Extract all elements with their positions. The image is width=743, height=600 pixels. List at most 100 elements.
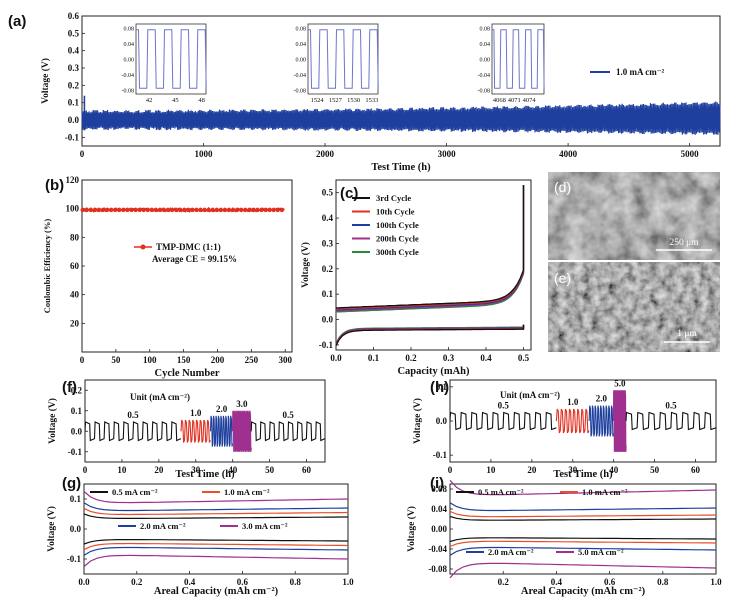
data-point (190, 207, 195, 213)
panel-label: (e) (554, 270, 571, 286)
data-point (165, 207, 171, 213)
y-axis-label: Voltage (V) (47, 398, 58, 444)
x-tick-label: 0 (80, 355, 85, 365)
inset-y-label: -0.04 (294, 73, 307, 79)
data-point (88, 207, 94, 213)
segment-rate-label: 1.0 (190, 408, 202, 418)
y-tick-label: 0.1 (322, 289, 334, 299)
scale-bar-label: 1 μm (677, 329, 697, 339)
series-line (555, 408, 590, 434)
legend-label: 1.0 mA cm⁻² (616, 67, 664, 77)
data-point (259, 207, 264, 213)
data-point (263, 207, 268, 213)
x-axis-label: Areal Capacity (mAh cm⁻²) (154, 586, 279, 597)
inset-y-label: 0.08 (124, 26, 135, 32)
y-tick-label: 0.5 (68, 28, 80, 38)
data-point (279, 207, 285, 213)
panel-label: (b) (45, 177, 64, 194)
x-tick-label: 50 (265, 465, 275, 475)
series-line (250, 421, 326, 442)
x-tick-label: 3000 (438, 149, 457, 159)
x-tick-label: 0.6 (237, 577, 249, 587)
y-axis-label: Voltage (V) (300, 242, 311, 288)
x-tick-label: 40 (609, 465, 619, 475)
data-point (198, 207, 203, 213)
legend-label: TMP-DMC (1:1) (156, 242, 221, 252)
data-point (100, 207, 106, 213)
unit-label: Unit (mA cm⁻²) (500, 390, 560, 400)
y-tick-label: 0.00 (431, 524, 447, 534)
data-point (137, 207, 142, 213)
unit-label: Unit (mA cm⁻²) (130, 392, 190, 402)
data-point (194, 207, 199, 213)
x-tick-label: 60 (302, 465, 312, 475)
data-point (80, 207, 85, 213)
series-line (449, 537, 716, 543)
data-point (104, 207, 110, 213)
inset-x-label: 4071 (508, 97, 521, 104)
data-point (178, 207, 183, 213)
series-line (81, 101, 721, 135)
data-point (129, 207, 134, 213)
series-line (449, 562, 717, 579)
inset-y-label: -0.08 (478, 89, 491, 95)
data-point (238, 207, 244, 213)
segment-rate-label: 0.5 (282, 410, 294, 420)
panel-label: (i) (430, 475, 444, 492)
y-axis-label: Coulombic Efficiency (%) (42, 219, 52, 314)
series-line (588, 405, 615, 437)
data-point (214, 207, 220, 213)
y-tick-label: 0.3 (68, 63, 80, 73)
y-tick-label: -0.1 (67, 554, 82, 564)
y-tick-label: 0.0 (71, 426, 83, 436)
y-tick-label: 0.4 (68, 46, 80, 56)
series-line (335, 185, 525, 312)
plot-frame (335, 179, 532, 351)
y-tick-label: -0.04 (428, 544, 447, 554)
x-tick-label: 0.5 (518, 353, 530, 363)
data-point (108, 207, 114, 213)
series-line (83, 502, 349, 512)
panel-label: (f) (62, 379, 77, 396)
y-tick-label: 0.0 (70, 524, 82, 534)
y-axis-label: Voltage (V) (406, 506, 417, 552)
data-point (251, 207, 256, 213)
chart-f: 0 10 20 30 40 50 60 -0.1 0.0 0.1 0.2 Test Time (h) V… (47, 379, 326, 480)
data-point (125, 207, 130, 213)
x-tick-label: 10 (486, 465, 496, 475)
series-line (625, 411, 717, 431)
data-point (243, 207, 248, 213)
panel-label: (a) (8, 13, 26, 30)
segment-rate-label: 1.0 (567, 397, 579, 407)
segment-rate-label: 0.5 (665, 400, 677, 410)
data-point (247, 207, 252, 213)
y-tick-label: 0.2 (71, 385, 83, 395)
inset-series (492, 29, 545, 89)
y-tick-label: 0.1 (70, 494, 82, 504)
x-axis-label: Areal Capacity (mAh cm⁻²) (521, 586, 646, 597)
data-point (226, 207, 232, 213)
x-tick-label: 0.4 (480, 353, 492, 363)
inset-x-label: 1524 (311, 97, 325, 104)
data-point (153, 207, 159, 213)
data-point (202, 207, 207, 213)
x-tick-label: 1.0 (342, 577, 354, 587)
panel-label: (d) (554, 179, 571, 195)
x-tick-label: 0.6 (604, 577, 616, 587)
x-tick-label: 40 (228, 465, 238, 475)
x-tick-label: 0 (80, 149, 85, 159)
y-tick-label: 0.0 (68, 115, 80, 125)
x-tick-label: 0.8 (290, 577, 302, 587)
y-tick-label: 0.08 (431, 484, 447, 494)
legend-label: 300th Cycle (376, 247, 419, 257)
y-tick-label: -0.08 (428, 564, 447, 574)
series-line (209, 415, 234, 447)
x-tick-label: 60 (691, 465, 701, 475)
scale-bar-label: 250 μm (669, 238, 699, 248)
y-tick-label: 0.4 (322, 213, 334, 223)
legend-label: 5.0 mA cm⁻² (578, 547, 624, 557)
data-point (230, 207, 236, 213)
inset-0: 0.08 0.04 0.00 -0.04 -0.08 42 45 48 (122, 23, 207, 104)
